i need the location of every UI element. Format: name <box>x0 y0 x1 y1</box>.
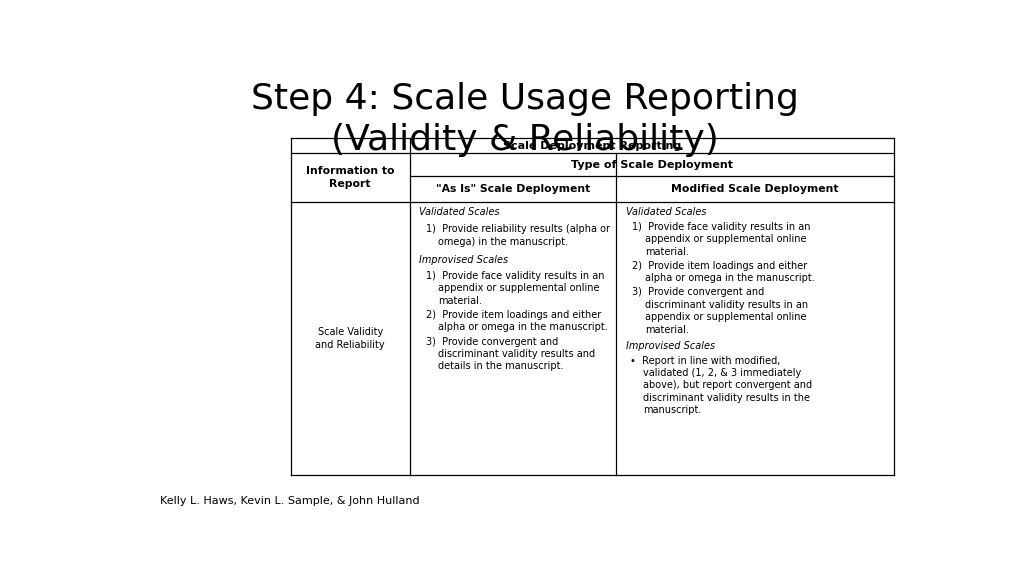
Text: 1)  Provide face validity results in an: 1) Provide face validity results in an <box>426 271 604 281</box>
Text: 1)  Provide face validity results in an: 1) Provide face validity results in an <box>632 222 810 232</box>
Text: 3)  Provide convergent and: 3) Provide convergent and <box>632 287 764 297</box>
Text: Information to
Report: Information to Report <box>306 166 394 190</box>
Text: alpha or omega in the manuscript.: alpha or omega in the manuscript. <box>645 273 814 283</box>
Text: material.: material. <box>438 295 482 306</box>
Text: discriminant validity results in the: discriminant validity results in the <box>643 393 810 403</box>
Text: material.: material. <box>645 325 688 335</box>
Text: material.: material. <box>645 247 688 256</box>
Text: alpha or omega in the manuscript.: alpha or omega in the manuscript. <box>438 323 608 332</box>
Text: Type of Scale Deployment: Type of Scale Deployment <box>570 160 733 170</box>
Text: Validated Scales: Validated Scales <box>626 207 707 218</box>
Text: validated (1, 2, & 3 immediately: validated (1, 2, & 3 immediately <box>643 368 802 378</box>
Text: Improvised Scales: Improvised Scales <box>419 255 508 266</box>
Text: appendix or supplemental online: appendix or supplemental online <box>645 312 806 322</box>
Text: Improvised Scales: Improvised Scales <box>626 342 715 351</box>
Text: omega) in the manuscript.: omega) in the manuscript. <box>438 237 568 247</box>
Text: Validated Scales: Validated Scales <box>419 207 500 218</box>
Text: Kelly L. Haws, Kevin L. Sample, & John Hulland: Kelly L. Haws, Kevin L. Sample, & John H… <box>160 496 420 506</box>
Text: details in the manuscript.: details in the manuscript. <box>438 361 564 372</box>
Text: 2)  Provide item loadings and either: 2) Provide item loadings and either <box>632 261 807 271</box>
Text: 1)  Provide reliability results (alpha or: 1) Provide reliability results (alpha or <box>426 225 609 234</box>
Text: Modified Scale Deployment: Modified Scale Deployment <box>671 184 839 194</box>
Text: •  Report in line with modified,: • Report in line with modified, <box>631 355 780 366</box>
Text: appendix or supplemental online: appendix or supplemental online <box>438 283 600 293</box>
Text: 2)  Provide item loadings and either: 2) Provide item loadings and either <box>426 310 601 320</box>
Text: Scale Validity
and Reliability: Scale Validity and Reliability <box>315 327 385 350</box>
Text: Step 4: Scale Usage Reporting
(Validity & Reliability): Step 4: Scale Usage Reporting (Validity … <box>251 82 799 157</box>
Text: discriminant validity results in an: discriminant validity results in an <box>645 300 808 310</box>
Text: manuscript.: manuscript. <box>643 406 701 415</box>
Text: discriminant validity results and: discriminant validity results and <box>438 349 595 359</box>
Text: Scale Deployment Reporting: Scale Deployment Reporting <box>503 141 681 151</box>
Text: "As Is" Scale Deployment: "As Is" Scale Deployment <box>436 184 590 194</box>
Text: 3)  Provide convergent and: 3) Provide convergent and <box>426 336 558 347</box>
Text: appendix or supplemental online: appendix or supplemental online <box>645 234 806 244</box>
Text: above), but report convergent and: above), but report convergent and <box>643 381 812 391</box>
